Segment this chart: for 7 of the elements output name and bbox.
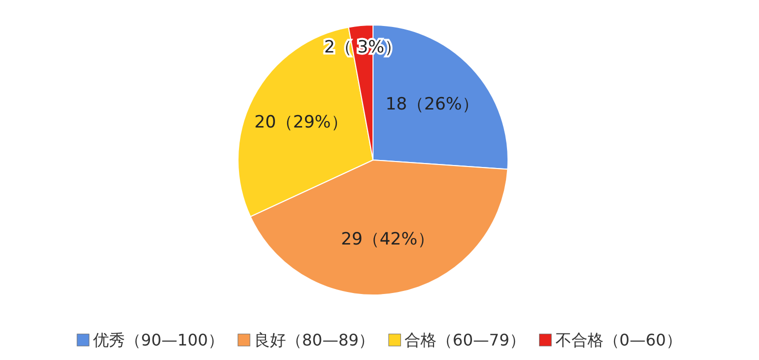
legend-label: 良好（80—89） xyxy=(254,330,375,350)
legend-label: 不合格（0—60） xyxy=(555,330,682,350)
data-label: 20（29%） xyxy=(254,112,348,133)
legend-label: 合格（60—79） xyxy=(404,330,526,350)
data-label: 18（26%） xyxy=(385,94,479,115)
data-label: 29（42%） xyxy=(340,230,434,250)
legend-label: 优秀（90—100） xyxy=(93,330,224,350)
